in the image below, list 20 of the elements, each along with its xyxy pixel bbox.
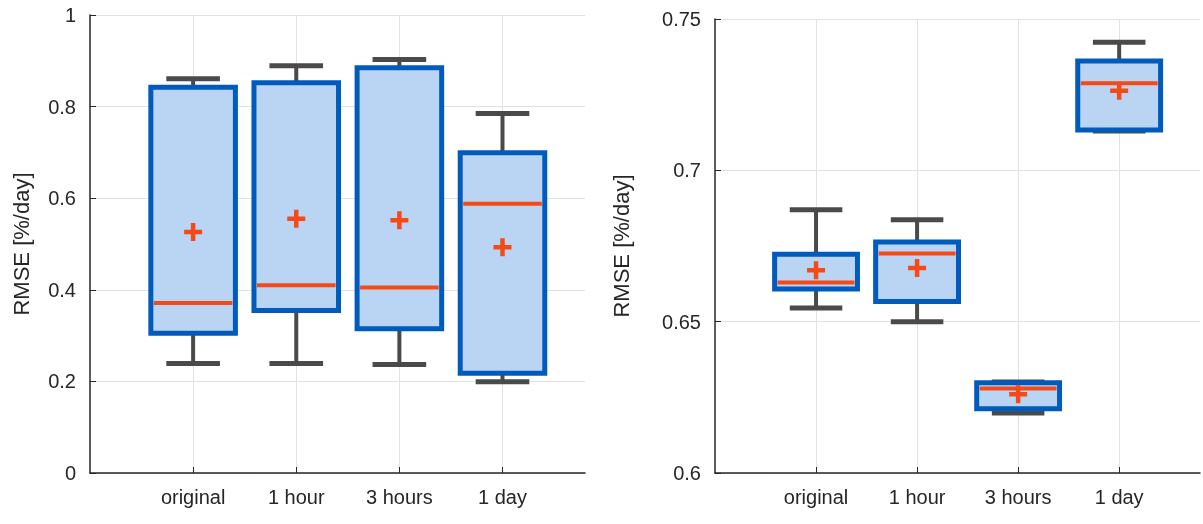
y-tick-label: 0.8	[48, 95, 76, 118]
x-tick-label: 3 hours	[984, 486, 1052, 508]
y-tick-label: 0.75	[662, 8, 701, 30]
y-tick-label: 0.65	[662, 310, 701, 333]
x-tick-label: original	[160, 486, 226, 508]
x-tick-label: 1 hour	[267, 486, 325, 508]
x-tick-label: original	[783, 486, 849, 508]
y-tick-label: 0.6	[48, 187, 76, 210]
y-axis-title: RMSE [%/day]	[8, 172, 34, 316]
y-tick-label: 0	[64, 462, 76, 484]
y-tick-label: 0.7	[673, 159, 701, 182]
y-tick-label: 0.6	[673, 462, 701, 484]
x-tick-label: 1 hour	[888, 486, 946, 508]
y-tick-label: 1	[64, 4, 76, 26]
x-tick-label: 1 day	[478, 486, 527, 508]
x-tick-label: 3 hours	[366, 486, 433, 508]
x-tick-label: 1 day	[1094, 486, 1144, 508]
y-tick-label: 0.2	[48, 370, 76, 393]
y-axis-title: RMSE [%/day]	[608, 174, 634, 318]
y-tick-label: 0.4	[48, 278, 76, 301]
